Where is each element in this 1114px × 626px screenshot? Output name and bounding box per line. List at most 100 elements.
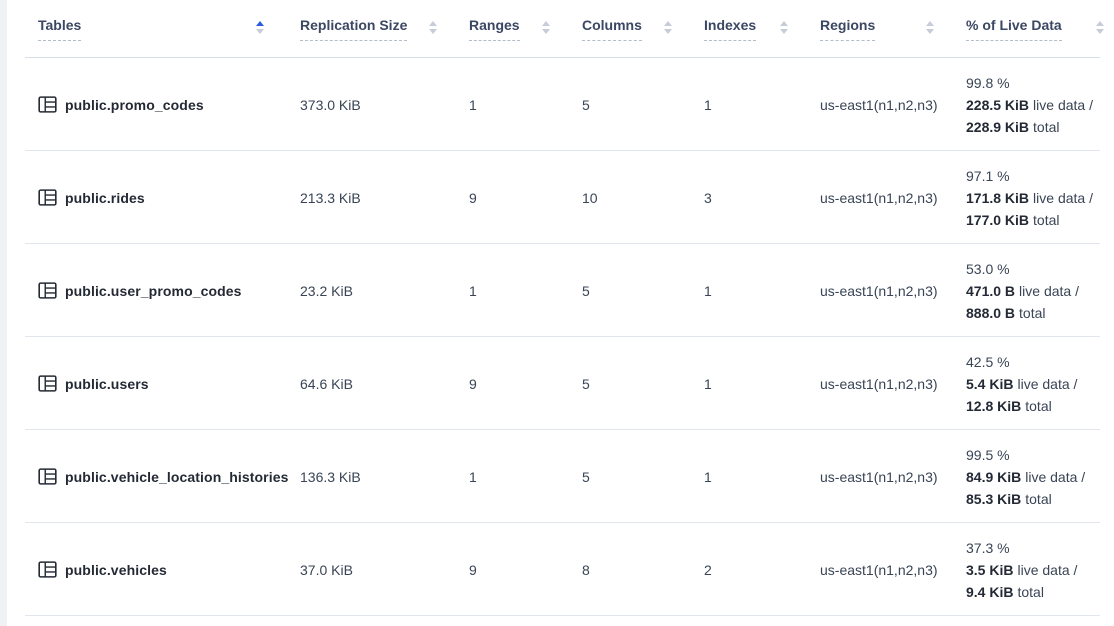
sort-arrows-icon	[542, 20, 550, 34]
sort-arrows-icon	[664, 20, 672, 34]
live-data-cell: 42.5 % 5.4 KiB live data / 12.8 KiB total	[966, 337, 1114, 430]
ranges-cell: 9	[469, 189, 477, 206]
column-header-indexes[interactable]: Indexes	[704, 0, 820, 58]
table-name-link[interactable]: public.rides	[65, 189, 145, 206]
live-data-cell: 99.8 % 228.5 KiB live data / 228.9 KiB tot…	[966, 58, 1114, 151]
live-percent: 99.8 %	[966, 74, 1010, 91]
table-name-link[interactable]: public.vehicle_location_histories	[65, 468, 289, 485]
indexes-cell: 1	[704, 468, 712, 485]
table-row: public.vehicles 37.0 KiB 9 8 2 us-east1(…	[7, 523, 1114, 616]
table-grid-icon	[38, 282, 57, 299]
column-header-label: Columns	[582, 17, 642, 41]
table-grid-icon	[38, 561, 57, 578]
sort-arrows-icon	[429, 20, 437, 34]
replication-size-cell: 37.0 KiB	[300, 561, 353, 578]
live-percent: 42.5 %	[966, 353, 1010, 370]
ranges-cell: 1	[469, 282, 477, 299]
regions-cell: us-east1(n1,n2,n3)	[820, 96, 938, 113]
sort-desc-icon	[780, 28, 788, 34]
table-row: public.user_promo_codes 23.2 KiB 1 5 1 u…	[7, 244, 1114, 337]
live-data-cell: 99.5 % 84.9 KiB live data / 85.3 KiB total	[966, 430, 1114, 523]
indexes-cell: 1	[704, 96, 712, 113]
live-percent: 97.1 %	[966, 167, 1010, 184]
column-header-ranges[interactable]: Ranges	[469, 0, 582, 58]
sort-desc-icon	[256, 28, 264, 34]
columns-cell: 8	[582, 561, 590, 578]
sort-asc-icon	[256, 20, 264, 26]
table-header-row: Tables Replication Size Ranges Columns I…	[7, 0, 1114, 58]
live-data-cell: 97.1 % 171.8 KiB live data / 177.0 KiB tot…	[966, 151, 1114, 244]
column-header-columns[interactable]: Columns	[582, 0, 704, 58]
table-name-link[interactable]: public.vehicles	[65, 561, 167, 578]
live-size-line: 84.9 KiB live data /	[966, 468, 1086, 485]
columns-cell: 5	[582, 375, 590, 392]
live-size-line: 5.4 KiB live data /	[966, 375, 1078, 392]
table-name-link[interactable]: public.users	[65, 375, 149, 392]
columns-cell: 10	[582, 189, 598, 206]
table-name-cell: public.user_promo_codes	[38, 244, 300, 337]
sort-arrows-icon	[926, 20, 934, 34]
sort-asc-icon	[542, 20, 550, 26]
indexes-cell: 3	[704, 189, 712, 206]
replication-size-cell: 23.2 KiB	[300, 282, 353, 299]
table-name-cell: public.vehicles	[38, 523, 300, 616]
column-header-label: Ranges	[469, 17, 520, 41]
sort-asc-icon	[429, 20, 437, 26]
table-grid-icon	[38, 468, 57, 485]
sort-asc-icon	[664, 20, 672, 26]
indexes-cell: 2	[704, 561, 712, 578]
sort-asc-icon	[1096, 20, 1104, 26]
table-row: public.promo_codes 373.0 KiB 1 5 1 us-ea…	[7, 58, 1114, 151]
regions-cell: us-east1(n1,n2,n3)	[820, 375, 938, 392]
live-data-cell: 37.3 % 3.5 KiB live data / 9.4 KiB total	[966, 523, 1114, 616]
total-size-line: 228.9 KiB total	[966, 118, 1060, 135]
table-row: public.vehicle_location_histories 136.3 …	[7, 430, 1114, 523]
total-size-line: 85.3 KiB total	[966, 490, 1052, 507]
replication-size-cell: 213.3 KiB	[300, 189, 361, 206]
ranges-cell: 9	[469, 375, 477, 392]
sort-arrows-icon	[780, 20, 788, 34]
live-size-line: 228.5 KiB live data /	[966, 96, 1093, 113]
sort-desc-icon	[664, 28, 672, 34]
column-header-live-data[interactable]: % of Live Data	[966, 0, 1114, 58]
live-percent: 99.5 %	[966, 446, 1010, 463]
page-gutter	[0, 0, 7, 626]
table-name-cell: public.vehicle_location_histories	[38, 430, 300, 523]
column-header-label: Indexes	[704, 17, 757, 41]
columns-cell: 5	[582, 282, 590, 299]
live-size-line: 3.5 KiB live data /	[966, 561, 1078, 578]
column-header-tables[interactable]: Tables	[38, 0, 300, 58]
replication-size-cell: 136.3 KiB	[300, 468, 361, 485]
table-grid-icon	[38, 375, 57, 392]
table-name-link[interactable]: public.promo_codes	[65, 96, 204, 113]
regions-cell: us-east1(n1,n2,n3)	[820, 189, 938, 206]
live-percent: 37.3 %	[966, 539, 1010, 556]
total-size-line: 12.8 KiB total	[966, 397, 1052, 414]
live-size-line: 171.8 KiB live data /	[966, 189, 1093, 206]
table-row: public.rides 213.3 KiB 9 10 3 us-east1(n…	[7, 151, 1114, 244]
table-body: public.promo_codes 373.0 KiB 1 5 1 us-ea…	[7, 58, 1114, 616]
column-header-replication-size[interactable]: Replication Size	[300, 0, 469, 58]
table-row: public.users 64.6 KiB 9 5 1 us-east1(n1,…	[7, 337, 1114, 430]
sort-desc-icon	[1096, 28, 1104, 34]
table-grid-icon	[38, 189, 57, 206]
indexes-cell: 1	[704, 375, 712, 392]
table-name-link[interactable]: public.user_promo_codes	[65, 282, 242, 299]
tables-table: Tables Replication Size Ranges Columns I…	[7, 0, 1114, 616]
ranges-cell: 9	[469, 561, 477, 578]
regions-cell: us-east1(n1,n2,n3)	[820, 282, 938, 299]
regions-cell: us-east1(n1,n2,n3)	[820, 561, 938, 578]
table-name-cell: public.promo_codes	[38, 58, 300, 151]
ranges-cell: 1	[469, 96, 477, 113]
live-percent: 53.0 %	[966, 260, 1010, 277]
sort-arrows-icon	[1096, 20, 1104, 34]
column-header-regions[interactable]: Regions	[820, 0, 966, 58]
column-header-label: Replication Size	[300, 17, 408, 41]
table-grid-icon	[38, 96, 57, 113]
sort-desc-icon	[429, 28, 437, 34]
regions-cell: us-east1(n1,n2,n3)	[820, 468, 938, 485]
